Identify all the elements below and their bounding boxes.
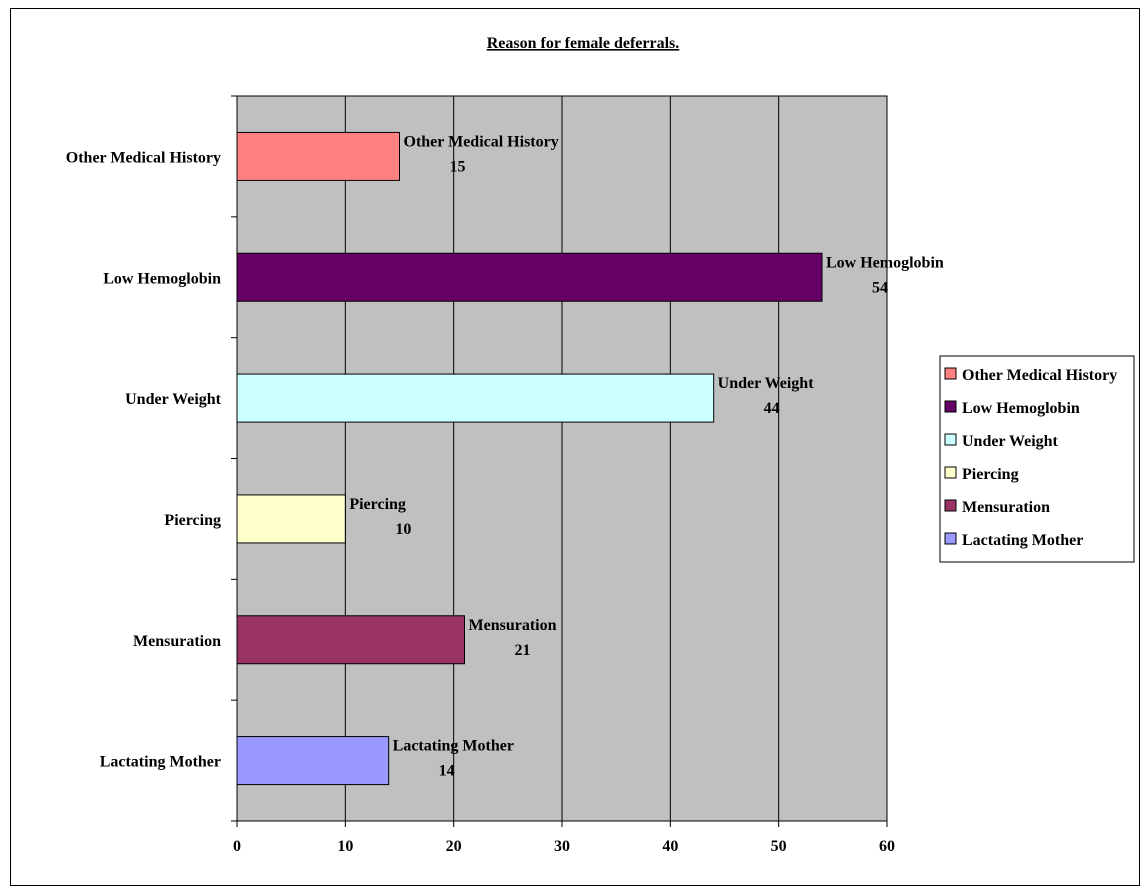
data-label-name: Piercing [349, 496, 406, 513]
data-label-value: 14 [439, 763, 455, 780]
legend-swatch [944, 433, 957, 446]
legend-entry: Lactating Mother [962, 532, 1083, 549]
data-label-name: Mensuration [469, 617, 557, 634]
data-label-value: 21 [515, 642, 531, 659]
x-tick-label: 0 [233, 838, 241, 855]
legend-swatch [944, 400, 957, 413]
data-label-value: 15 [450, 158, 466, 175]
y-tick-label: Under Weight [125, 391, 222, 408]
legend-entry: Mensuration [962, 499, 1050, 516]
bar [236, 615, 465, 665]
data-label-value: 54 [872, 279, 888, 296]
y-tick-label: Mensuration [133, 633, 221, 650]
chart-title: Reason for female deferrals. [487, 35, 680, 52]
y-tick-label: Piercing [164, 512, 221, 529]
chart-frame: Reason for female deferrals. 0 10 20 30 40 50… [10, 8, 1140, 886]
bar-chart: Reason for female deferrals. 0 10 20 30 40 50… [66, 35, 1135, 855]
legend-swatch [944, 532, 957, 545]
x-tick-label: 30 [554, 838, 570, 855]
y-tick-label: Lactating Mother [100, 754, 221, 771]
legend-box [939, 355, 1135, 563]
data-label-name: Other Medical History [404, 133, 559, 150]
legend-swatch [944, 466, 957, 479]
bar [236, 736, 390, 786]
legend-entry: Low Hemoglobin [962, 400, 1080, 417]
legend-entry: Under Weight [962, 433, 1059, 450]
x-tick-label: 10 [337, 838, 353, 855]
bar [236, 494, 346, 544]
x-tick-label: 60 [879, 838, 895, 855]
x-tick-label: 50 [771, 838, 787, 855]
bar [236, 252, 823, 302]
x-tick-label: 20 [446, 838, 462, 855]
data-label-value: 44 [764, 400, 780, 417]
legend-swatch [944, 499, 957, 512]
bar [236, 373, 715, 423]
data-label-value: 10 [395, 521, 411, 538]
plot-area: 0 10 20 30 40 50 60 Other Medical History Other … [66, 95, 944, 855]
y-tick-label: Other Medical History [66, 149, 221, 166]
data-label-name: Lactating Mother [393, 738, 514, 755]
legend: Other Medical History Low Hemoglobin Under… [939, 355, 1135, 563]
data-label-name: Low Hemoglobin [826, 254, 944, 271]
legend-entry: Piercing [962, 466, 1019, 483]
bar [236, 131, 400, 181]
x-tick-label: 40 [662, 838, 678, 855]
data-label-name: Under Weight [718, 375, 815, 392]
legend-swatch [944, 367, 957, 380]
y-tick-label: Low Hemoglobin [103, 270, 221, 287]
legend-entry: Other Medical History [962, 367, 1117, 384]
